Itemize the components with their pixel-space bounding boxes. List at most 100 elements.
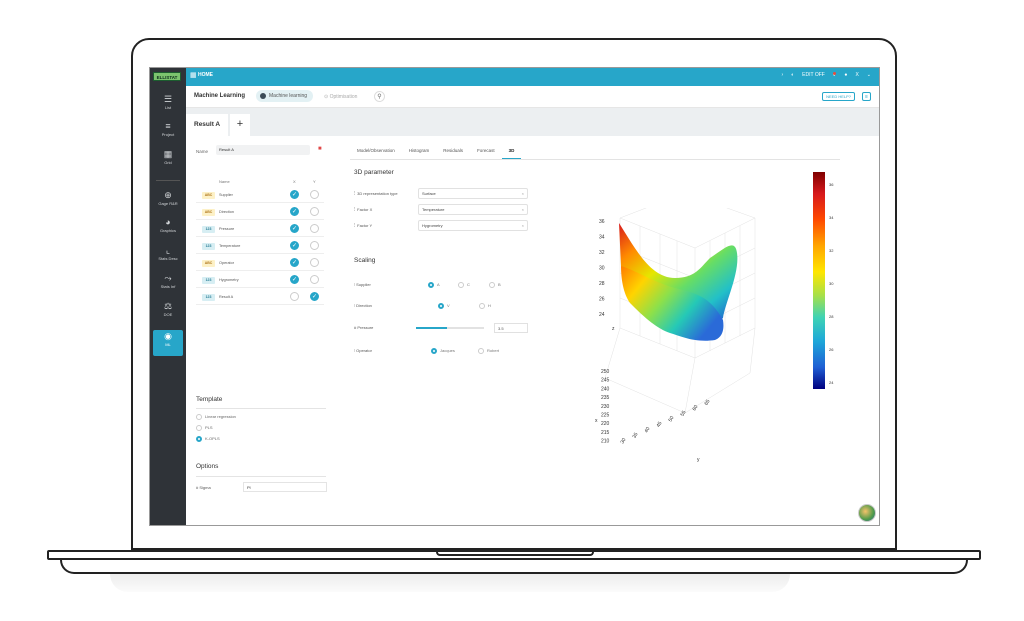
x-check-selected[interactable]: ✓ bbox=[290, 241, 299, 250]
colorbar-tick-label: 34 bbox=[829, 215, 834, 220]
variable-row[interactable]: ABC Direction ✓ bbox=[196, 204, 324, 220]
x-check-selected[interactable]: ✓ bbox=[290, 224, 299, 233]
y-check[interactable] bbox=[310, 275, 319, 284]
sigma-input[interactable]: Pl bbox=[243, 482, 327, 492]
direction-option-h[interactable]: H bbox=[479, 300, 491, 312]
need-help-button[interactable]: NEED HELP? bbox=[822, 92, 855, 101]
surface-plot-3d[interactable]: z 36 34 32 30 28 26 24 250 245 240 235 230 225 220 21… bbox=[575, 208, 815, 468]
sidebar-item-graphics[interactable]: ◕ Graphics bbox=[150, 216, 186, 242]
doe-icon: ⚖ bbox=[163, 301, 173, 311]
name-input[interactable]: Result A bbox=[216, 145, 310, 155]
variable-row[interactable]: 123 Temperature ✓ bbox=[196, 238, 324, 254]
factor-y-select[interactable]: Hygrometry × bbox=[418, 220, 528, 231]
bell-icon[interactable]: ♦ bbox=[832, 72, 837, 78]
sidebar-item-stats-inf[interactable]: ⤳ Stats Inf bbox=[150, 272, 186, 298]
page-title: Machine Learning bbox=[194, 93, 246, 99]
chevron-down-icon[interactable]: ⌄ bbox=[866, 72, 871, 78]
sidebar-item-grid[interactable]: ▦ Grid bbox=[150, 148, 186, 174]
menu-icon[interactable]: ≡ bbox=[862, 92, 871, 101]
y-check[interactable] bbox=[310, 241, 319, 250]
pressure-input[interactable]: 3.5 bbox=[494, 323, 528, 333]
trash-icon[interactable]: ■ bbox=[318, 146, 322, 152]
radio-button-selected[interactable] bbox=[438, 302, 444, 309]
variable-row[interactable]: 123 Result A ✓ bbox=[196, 289, 324, 305]
clear-icon[interactable]: × bbox=[521, 207, 524, 212]
radio-button[interactable] bbox=[489, 281, 495, 288]
radio-button[interactable] bbox=[479, 302, 485, 309]
tab-forecast[interactable]: Forecast bbox=[477, 148, 495, 153]
operator-option-robert[interactable]: Robert bbox=[478, 345, 499, 357]
variable-row[interactable]: ABC Operator ✓ bbox=[196, 255, 324, 271]
radio-button[interactable] bbox=[478, 347, 484, 354]
y-check-selected[interactable]: ✓ bbox=[310, 292, 319, 301]
template-option-linear[interactable]: Linear regression bbox=[196, 413, 236, 421]
contrast-icon[interactable]: ◐ bbox=[791, 72, 795, 78]
y-check[interactable] bbox=[310, 258, 319, 267]
radio-button-selected[interactable] bbox=[428, 281, 434, 288]
y-check[interactable] bbox=[310, 224, 319, 233]
clear-icon[interactable]: × bbox=[521, 191, 524, 196]
edit-off-toggle[interactable]: EDIT OFF bbox=[802, 72, 825, 78]
z-tick-label: 24 bbox=[599, 312, 605, 318]
app-logo[interactable]: ELLISTAT bbox=[153, 72, 181, 81]
result-tabs: Result A + bbox=[186, 108, 879, 136]
radio-button[interactable] bbox=[196, 413, 202, 420]
supplier-option-b[interactable]: B bbox=[489, 279, 501, 291]
sidebar-item-label: ML bbox=[165, 342, 171, 347]
user-initial[interactable]: X bbox=[855, 72, 859, 78]
tab-residuals[interactable]: Residuals bbox=[443, 148, 464, 153]
breadcrumb-home[interactable]: HOME bbox=[198, 72, 213, 78]
y-check[interactable] bbox=[310, 207, 319, 216]
variable-row[interactable]: 123 Hygrometry ✓ bbox=[196, 272, 324, 288]
operator-option-jacques[interactable]: Jacques bbox=[431, 345, 455, 357]
pin-icon[interactable]: ⚲ bbox=[374, 91, 385, 102]
representation-select[interactable]: Surface × bbox=[418, 188, 528, 199]
supplier-option-a[interactable]: A bbox=[428, 279, 440, 291]
sidebar-item-doe[interactable]: ⚖ DOE bbox=[150, 300, 186, 326]
x-check-selected[interactable]: ✓ bbox=[290, 258, 299, 267]
pressure-slider[interactable] bbox=[416, 327, 484, 329]
x-check-selected[interactable]: ✓ bbox=[290, 275, 299, 284]
direction-option-v[interactable]: V bbox=[438, 300, 450, 312]
sidebar-item-gage[interactable]: ⊕ Gage R&R bbox=[150, 189, 186, 215]
radio-button-selected[interactable] bbox=[196, 435, 202, 442]
add-result-button[interactable]: + bbox=[230, 114, 250, 136]
hash-icon: # bbox=[196, 485, 200, 490]
user-icon[interactable]: ● bbox=[844, 72, 848, 78]
supplier-option-c[interactable]: C bbox=[458, 279, 470, 291]
variable-row[interactable]: 123 Pressure ✓ bbox=[196, 221, 324, 237]
x-tick-label: 230 bbox=[601, 404, 610, 410]
template-option-kopls[interactable]: K-OPLS bbox=[196, 435, 220, 443]
expand-icon[interactable]: › bbox=[781, 72, 784, 78]
radio-button[interactable] bbox=[458, 281, 464, 288]
sidebar-item-list[interactable]: ☰ List bbox=[150, 93, 186, 119]
z-axis-ticks: 36 34 32 30 28 26 24 bbox=[599, 219, 605, 318]
hash-icon: # bbox=[354, 325, 358, 330]
tab-histogram[interactable]: Histogram bbox=[408, 148, 430, 153]
y-check[interactable] bbox=[310, 190, 319, 199]
x-check-selected[interactable]: ✓ bbox=[290, 190, 299, 199]
app-screen: ELLISTAT ☰ List ≡ Project ▦ Grid ⊕ Gage … bbox=[149, 67, 880, 526]
variable-row[interactable]: ABC Supplier ✓ bbox=[196, 187, 324, 203]
tab-optimisation[interactable]: ⊙ Optimisation bbox=[324, 94, 357, 100]
radio-button[interactable] bbox=[196, 424, 202, 431]
tab-machine-learning[interactable]: Machine learning bbox=[256, 90, 314, 102]
x-check[interactable] bbox=[290, 292, 299, 301]
tab-result-a[interactable]: Result A bbox=[186, 114, 228, 136]
scaling-title: Scaling bbox=[354, 257, 376, 264]
tab-3d[interactable]: 3D bbox=[501, 145, 522, 159]
sidebar-item-project[interactable]: ≡ Project bbox=[150, 120, 186, 146]
sidebar-item-ml[interactable]: ◉ ML bbox=[153, 330, 183, 356]
option-label: Robert bbox=[487, 348, 500, 353]
assistant-bubble-icon[interactable] bbox=[858, 504, 876, 522]
apps-grid-icon[interactable]: ▦ bbox=[190, 72, 197, 79]
sidebar-item-stats-desc[interactable]: ⌞ Stats Desc bbox=[150, 244, 186, 270]
x-check-selected[interactable]: ✓ bbox=[290, 207, 299, 216]
template-option-pls[interactable]: PLS bbox=[196, 424, 213, 432]
param-row: ⫶ Factor X Temperature × bbox=[354, 204, 528, 216]
tab-model-observation[interactable]: Model/Observation bbox=[357, 148, 395, 153]
clear-icon[interactable]: × bbox=[521, 223, 524, 228]
radio-button-selected[interactable] bbox=[431, 347, 437, 354]
y-tick-label: 60 bbox=[692, 404, 700, 412]
factor-x-select[interactable]: Temperature × bbox=[418, 204, 528, 215]
